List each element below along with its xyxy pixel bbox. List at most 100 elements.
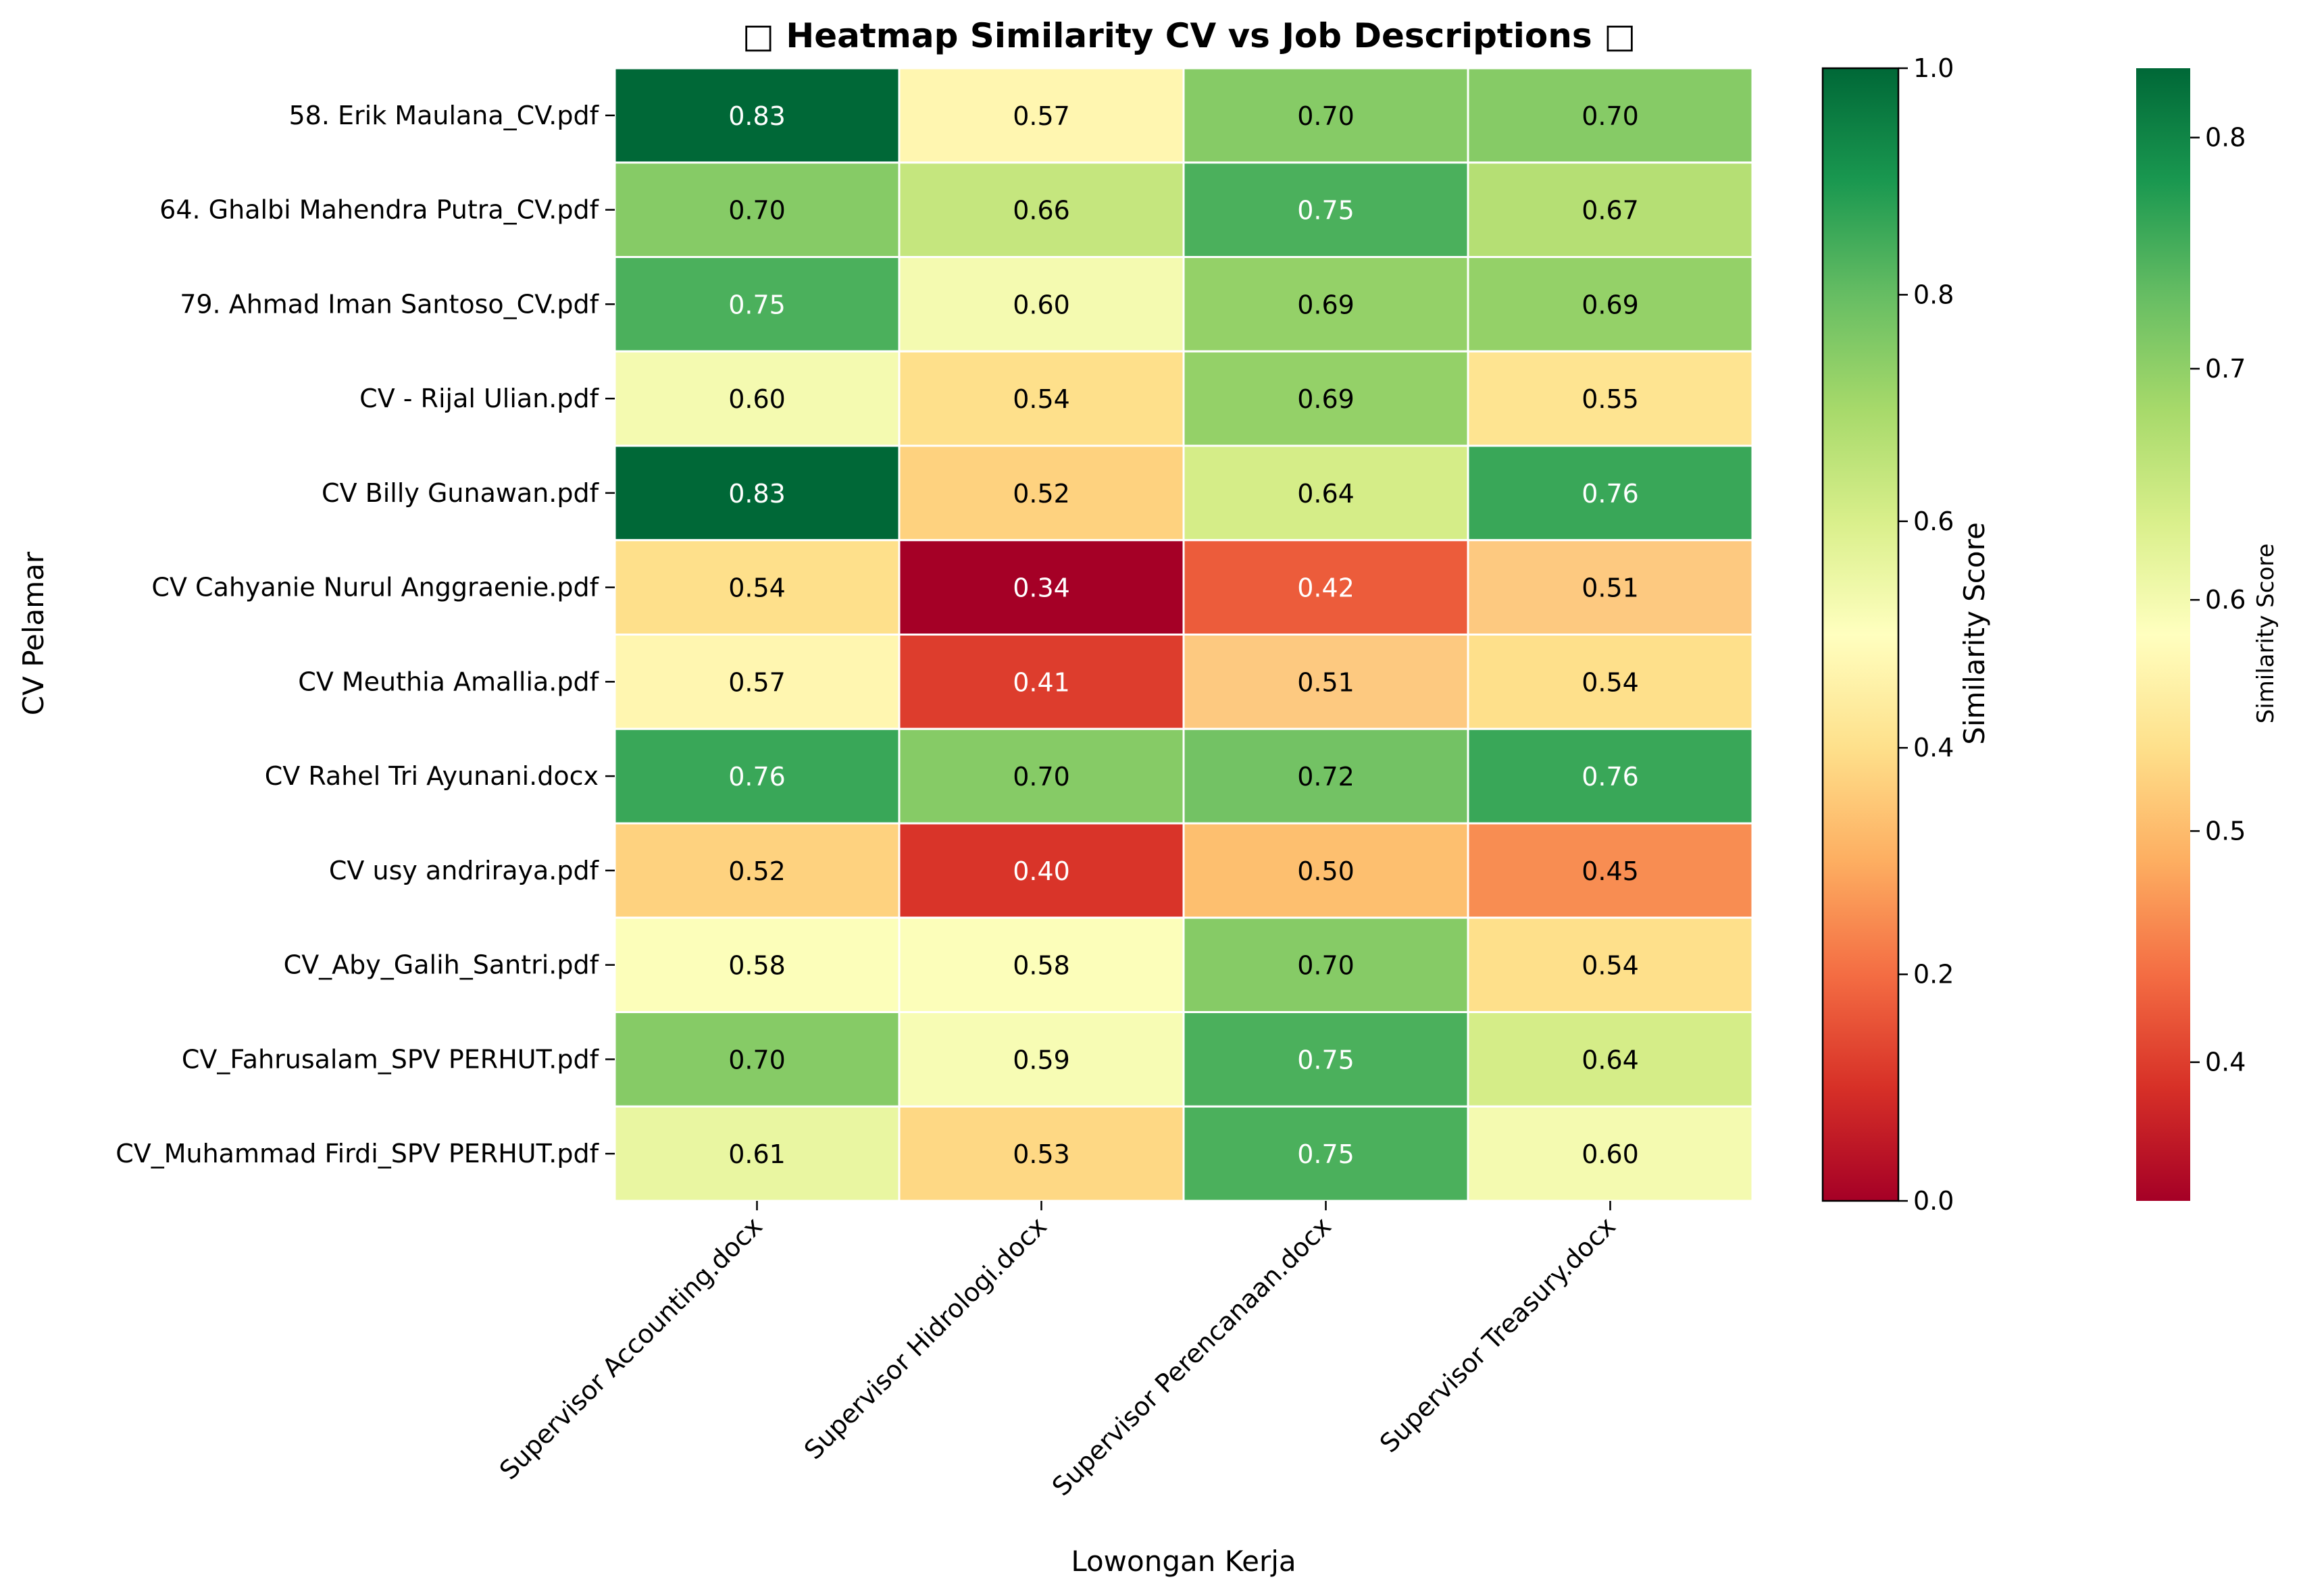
colorbar-tick-label: 0.4	[1913, 733, 1954, 763]
heatmap-cell	[1467, 161, 1754, 258]
cell-value-label: 0.50	[1297, 856, 1355, 886]
cell-value-label: 0.57	[728, 667, 786, 697]
cell-value-label: 0.51	[1297, 667, 1355, 697]
cell-value-label: 0.52	[1013, 479, 1070, 509]
row-label: CV_Aby_Galih_Santri.pdf	[284, 950, 600, 980]
heatmap-cell	[613, 917, 901, 1013]
cell-value-label: 0.54	[1582, 667, 1639, 697]
cell-value-label: 0.60	[1582, 1139, 1639, 1169]
heatmap-cell	[613, 67, 901, 164]
cell-value-label: 0.72	[1297, 762, 1355, 792]
colorbar-secondary: 0.4 0.5 0.6 0.7 0.8 Similarity Score	[2136, 68, 2279, 1201]
heatmap-cell	[898, 444, 1185, 542]
heatmap-cell	[1182, 727, 1469, 825]
heatmap-cell	[613, 727, 901, 825]
heatmap-cell	[1467, 634, 1754, 730]
heatmap-cell	[1467, 539, 1754, 636]
cell-value-label: 0.83	[728, 479, 786, 509]
cell-value-label: 0.70	[1582, 101, 1639, 131]
cell-value-label: 0.76	[1582, 479, 1639, 509]
heatmap-cell	[1182, 539, 1469, 636]
cell-value-label: 0.61	[728, 1139, 786, 1169]
colorbar-secondary-label: Similarity Score	[2252, 544, 2279, 724]
heatmap-cell	[1182, 67, 1469, 164]
heatmap-cell	[1467, 256, 1754, 353]
colorbar-tick-label: 0.6	[2205, 585, 2246, 615]
colorbar-tick-label: 0.2	[1913, 960, 1954, 989]
column-label: Supervisor Treasury.docx	[1374, 1211, 1621, 1458]
column-label: Supervisor Perencanaan.docx	[1046, 1211, 1337, 1501]
row-label: 58. Erik Maulana_CV.pdf	[289, 101, 600, 130]
cell-value-label: 0.54	[1582, 951, 1639, 981]
colorbar-tick-label: 0.8	[2205, 123, 2246, 153]
cell-value-label: 0.52	[728, 856, 786, 886]
cell-value-label: 0.69	[1297, 290, 1355, 319]
cell-value-label: 0.34	[1013, 573, 1070, 603]
column-label: Supervisor Hidrologi.docx	[799, 1211, 1053, 1465]
cell-value-label: 0.70	[1297, 101, 1355, 131]
cell-value-label: 0.51	[1582, 573, 1639, 603]
heatmap-cell	[898, 917, 1185, 1013]
cell-value-label: 0.76	[728, 762, 786, 792]
heatmap-cell	[898, 67, 1185, 164]
x-axis-label: Lowongan Kerja	[1071, 1545, 1296, 1578]
row-labels: 58. Erik Maulana_CV.pdf 64. Ghalbi Mahend…	[116, 101, 615, 1168]
colorbar-primary: 0.0 0.2 0.4 0.6 0.8 1.0 Similarity Score	[1821, 53, 1991, 1216]
heatmap-cell	[613, 634, 901, 730]
cell-value-label: 0.76	[1582, 762, 1639, 792]
row-label: CV Meuthia Amallia.pdf	[298, 667, 599, 696]
heatmap-cell	[1467, 1105, 1754, 1202]
cell-value-label: 0.54	[728, 573, 786, 603]
heatmap-cell	[613, 1105, 901, 1202]
heatmap-cell	[898, 539, 1185, 636]
cell-value-label: 0.59	[1013, 1045, 1070, 1075]
cell-value-label: 0.54	[1013, 384, 1070, 414]
cell-value-label: 0.70	[728, 196, 786, 226]
cell-value-label: 0.75	[1297, 1045, 1355, 1075]
cell-value-label: 0.45	[1582, 856, 1639, 886]
heatmap-cell	[1182, 1011, 1469, 1108]
row-label: CV Billy Gunawan.pdf	[322, 478, 600, 508]
colorbar-tick-label: 0.4	[2205, 1048, 2246, 1077]
colorbar-tick-label: 0.7	[2205, 354, 2246, 384]
row-label: CV_Fahrusalam_SPV PERHUT.pdf	[182, 1044, 600, 1074]
column-labels: Supervisor Accounting.docx Supervisor Hid…	[494, 1201, 1621, 1501]
cell-value-label: 0.41	[1013, 667, 1070, 697]
colorbar-primary-label: Similarity Score	[1958, 522, 1991, 745]
cell-value-label: 0.60	[1013, 290, 1070, 319]
row-label: CV usy andriraya.pdf	[329, 856, 600, 885]
colorbar-secondary-ticks: 0.4 0.5 0.6 0.7 0.8	[2190, 123, 2246, 1077]
heatmap-cell	[1182, 444, 1469, 542]
row-label: 79. Ahmad Iman Santoso_CV.pdf	[180, 289, 599, 319]
cell-value-label: 0.40	[1013, 856, 1070, 886]
heatmap-cell	[1467, 444, 1754, 542]
row-label: CV Rahel Tri Ayunani.docx	[265, 761, 599, 791]
heatmap-cells: 0.83 0.57 0.70 0.70 0.70 0.66 0.75 0.67 0.75 0.60…	[613, 67, 1754, 1202]
colorbar-primary-ticks: 0.0 0.2 0.4 0.6 0.8 1.0	[1898, 53, 1954, 1216]
heatmap-cell	[898, 161, 1185, 258]
cell-value-label: 0.58	[1013, 951, 1070, 981]
colorbar-tick-label: 0.6	[1913, 507, 1954, 536]
cell-value-label: 0.64	[1297, 479, 1355, 509]
heatmap-cell	[1467, 350, 1754, 447]
cell-value-label: 0.70	[1013, 762, 1070, 792]
cell-value-label: 0.57	[1013, 101, 1070, 131]
colorbar-secondary-gradient	[2136, 68, 2190, 1201]
y-axis-label: CV Pelamar	[17, 551, 50, 715]
chart-title: □ Heatmap Similarity CV vs Job Descripti…	[742, 16, 1636, 55]
colorbar-tick-label: 0.0	[1913, 1186, 1954, 1216]
colorbar-tick-label: 1.0	[1913, 53, 1954, 83]
heatmap-cell	[898, 350, 1185, 447]
cell-value-label: 0.66	[1013, 196, 1070, 226]
row-label: 64. Ghalbi Mahendra Putra_CV.pdf	[159, 195, 599, 225]
heatmap-cell	[1467, 1011, 1754, 1108]
cell-value-label: 0.60	[728, 384, 786, 414]
heatmap-cell	[1182, 634, 1469, 730]
cell-value-label: 0.75	[728, 290, 786, 319]
cell-value-label: 0.42	[1297, 573, 1355, 603]
cell-value-label: 0.58	[728, 951, 786, 981]
cell-value-label: 0.69	[1582, 290, 1639, 319]
cell-value-label: 0.67	[1582, 196, 1639, 226]
heatmap-cell	[613, 539, 901, 636]
heatmap-cell	[1467, 917, 1754, 1013]
